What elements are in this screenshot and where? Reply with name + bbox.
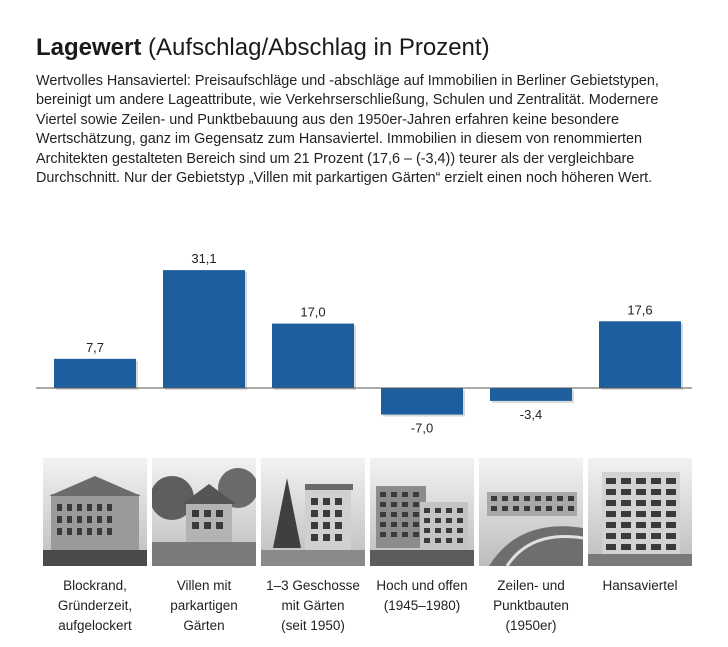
category-label-4: Zeilen- und Punktbauten (1950er) (475, 576, 587, 636)
bar-value-label-2: 17,0 (300, 305, 325, 320)
category-label-line: mit Gärten (281, 598, 345, 613)
bar-0 (54, 358, 136, 388)
category-label-line: Villen mit (176, 578, 232, 593)
category-label-3: Hoch und offen (1945–1980) (366, 576, 478, 616)
category-label-line: Gärten (183, 618, 225, 633)
highrise-open-photo (370, 458, 474, 566)
category-label-line: Hoch und offen (376, 578, 468, 593)
category-label-line: aufgelockert (58, 618, 132, 633)
bar-value-label-0: 7,7 (86, 340, 104, 355)
category-label-line: Punktbauten (493, 598, 569, 613)
category-label-line: (seit 1950) (281, 618, 345, 633)
bar-value-label-4: -3,4 (520, 407, 542, 422)
category-label-line: Gründerzeit, (57, 598, 133, 613)
category-label-line: Blockrand, (63, 578, 127, 593)
chart-title: Lagewert (Aufschlag/Abschlag in Prozent) (36, 34, 490, 62)
category-label-line: 1–3 Geschosse (266, 578, 360, 593)
house-with-garden-photo (261, 458, 365, 566)
bar-chart: 7,7 31,1 17,0 -7,0 -3,4 17,6 (36, 251, 692, 436)
category-label-0: Blockrand, Gründerzeit, aufgelockert (39, 576, 151, 636)
category-label-1: Villen mit parkartigen Gärten (148, 576, 260, 636)
category-label-line: Zeilen- und (497, 578, 565, 593)
category-label-line: Hansaviertel (602, 578, 678, 593)
category-label-line: parkartigen (170, 598, 238, 613)
bar-value-label-3: -7,0 (411, 421, 433, 436)
row-buildings-photo (479, 458, 584, 567)
category-label-5: Hansaviertel (584, 576, 696, 596)
bar-value-label-1: 31,1 (191, 251, 216, 266)
category-label-line: (1945–1980) (383, 598, 461, 613)
bar-2 (272, 323, 354, 388)
category-label-2: 1–3 Geschosse mit Gärten (seit 1950) (257, 576, 369, 636)
bar-4 (490, 388, 572, 401)
bar-5 (599, 321, 681, 388)
title-subtitle: (Aufschlag/Abschlag in Prozent) (148, 34, 490, 61)
bar-1 (163, 270, 245, 388)
title-bold: Lagewert (36, 34, 142, 61)
category-label-line: (1950er) (505, 618, 557, 633)
bar-value-label-5: 17,6 (627, 302, 652, 317)
gruenderzeit-building-photo (43, 458, 147, 566)
villa-garden-photo (150, 458, 258, 566)
chart-description: Wertvolles Hansaviertel: Preisaufschläge… (36, 73, 659, 187)
bar-3 (381, 388, 463, 415)
hansaviertel-building-photo (588, 458, 692, 566)
photo-strip (0, 458, 728, 568)
